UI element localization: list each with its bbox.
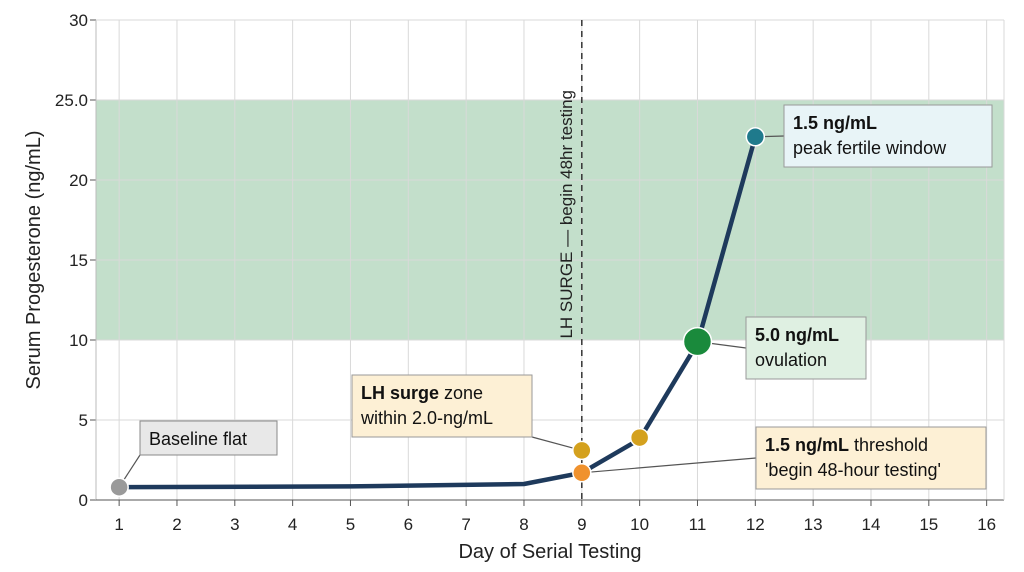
annotation-text: peak fertile window: [793, 138, 947, 158]
x-axis-title: Day of Serial Testing: [458, 541, 641, 563]
x-tick-label: 2: [172, 515, 181, 534]
x-tick-label: 5: [346, 515, 355, 534]
x-tick-label: 16: [977, 515, 996, 534]
annotation-text: 5.0 ng/mL: [755, 325, 839, 345]
x-tick-label: 9: [577, 515, 586, 534]
data-point: [745, 127, 766, 147]
annotation-plain-text: zone: [439, 383, 483, 403]
x-tick-label: 15: [919, 515, 938, 534]
x-tick-label: 10: [630, 515, 649, 534]
annotation-text: Baseline flat: [149, 429, 247, 449]
annotation-text: 1.5 ng/mL: [793, 113, 877, 133]
annotation-box: [755, 426, 987, 490]
x-tick-label: 14: [862, 515, 881, 534]
data-point: [572, 440, 592, 461]
x-tick-label: 11: [689, 515, 707, 534]
y-tick-label: 20: [69, 171, 88, 190]
data-point: [629, 427, 650, 448]
data-point: [682, 326, 713, 357]
x-tick-label: 4: [288, 515, 297, 534]
annotation-plain-text: Baseline flat: [149, 429, 247, 449]
annotation-text: 1.5 ng/mL threshold: [765, 435, 928, 455]
lh-surge-label: LH SURGE — begin 48hr testing: [557, 90, 576, 339]
annotation-leader: [581, 457, 757, 474]
x-tick-label: 12: [746, 515, 765, 534]
x-tick-label: 3: [230, 515, 239, 534]
annotation-bold-text: 1.5 ng/mL: [793, 113, 877, 133]
annotation-box: [783, 104, 993, 168]
y-axis-title: Serum Progesterone (ng/mL): [23, 130, 45, 389]
annotation-text: ovulation: [755, 350, 827, 370]
annotation-bold-text: 5.0 ng/mL: [755, 325, 839, 345]
x-tick-label: 6: [404, 515, 413, 534]
annotation-plain-text: ovulation: [755, 350, 827, 370]
data-point: [572, 463, 592, 483]
y-tick-label: 30: [69, 11, 88, 30]
annotation-plain-text: peak fertile window: [793, 138, 947, 158]
annotation-plain-text: 'begin 48-hour testing': [765, 460, 941, 480]
annotation-text: LH surge zone: [361, 383, 483, 403]
annotation-plain-text: within 2.0-ng/mL: [360, 408, 493, 428]
annotation-plain-text: threshold: [849, 435, 928, 455]
annotation-box: [351, 374, 533, 438]
annotation-text: within 2.0-ng/mL: [360, 408, 493, 428]
annotation-box: [745, 316, 867, 380]
y-tick-label: 15: [69, 251, 88, 270]
y-tick-label: 5: [79, 411, 88, 430]
y-tick-label: 0: [79, 491, 88, 510]
x-tick-label: 13: [804, 515, 823, 534]
annotation-bold-text: 1.5 ng/mL: [765, 435, 849, 455]
annotation-text: 'begin 48-hour testing': [765, 460, 941, 480]
x-tick-label: 8: [519, 515, 528, 534]
y-tick-label: 10: [69, 331, 88, 350]
annotation-box: [139, 420, 278, 456]
annotation-bold-text: LH surge: [361, 383, 439, 403]
x-tick-label: 7: [461, 515, 470, 534]
data-point: [109, 477, 129, 497]
x-tick-label: 1: [114, 515, 123, 534]
y-tick-label: 25.0: [55, 91, 88, 110]
